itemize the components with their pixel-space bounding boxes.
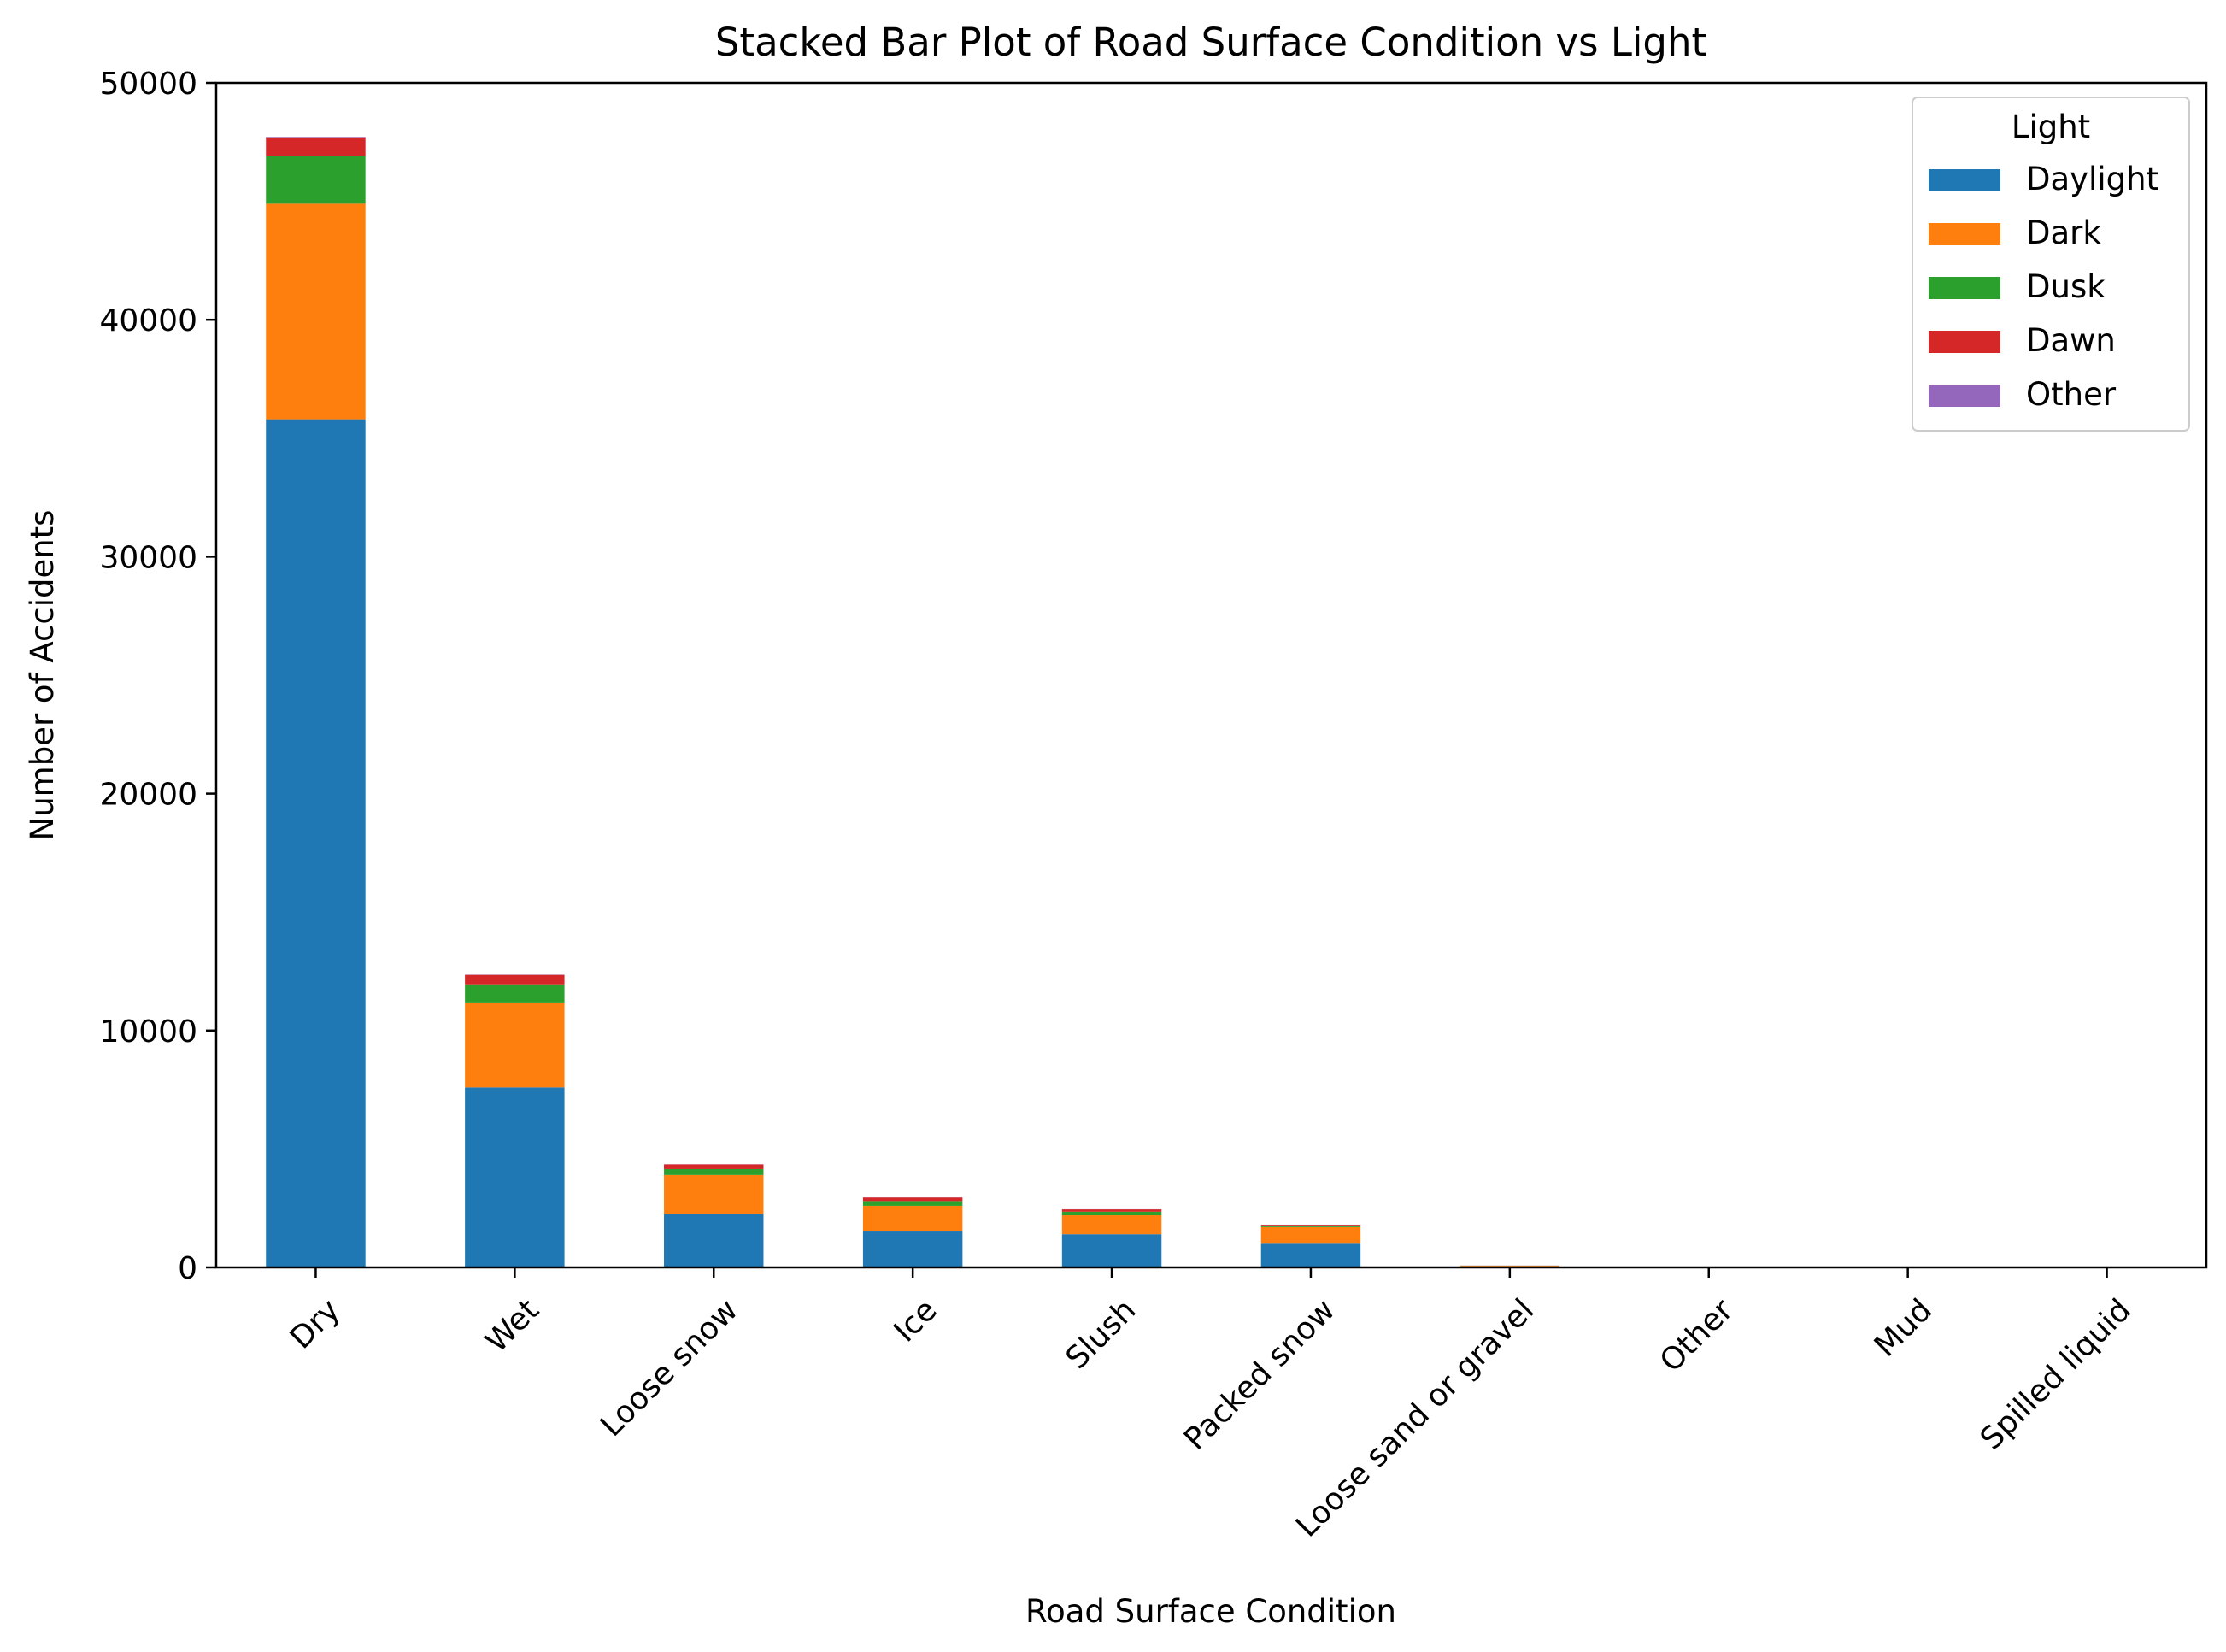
- bar-loose-snow-daylight: [664, 1214, 764, 1267]
- bar-wet-dusk: [465, 984, 565, 1003]
- plot-frame: [214, 81, 2208, 1269]
- bar-slush-dark: [1061, 1215, 1162, 1235]
- bar-packed-snow-daylight: [1260, 1243, 1361, 1267]
- y-tick-label: 50000: [99, 67, 197, 102]
- y-tick-label: 40000: [99, 303, 197, 338]
- legend: Light Daylight Dark Dusk Dawn Other: [1912, 97, 2190, 432]
- chart-title: Stacked Bar Plot of Road Surface Conditi…: [715, 20, 1706, 65]
- bar-loose-snow-dark: [664, 1174, 764, 1214]
- bar-dry-dawn: [266, 137, 366, 156]
- legend-label-daylight: Daylight: [2026, 161, 2158, 197]
- bar-ice-daylight: [862, 1231, 963, 1267]
- bar-wet-daylight: [465, 1087, 565, 1267]
- legend-label-dawn: Dawn: [2026, 322, 2116, 359]
- bar-slush-daylight: [1061, 1234, 1162, 1267]
- bar-dry-other: [266, 137, 366, 138]
- bar-packed-snow-dark: [1260, 1226, 1361, 1244]
- bar-wet-dark: [465, 1002, 565, 1088]
- legend-items: Daylight Dark Dusk Dawn Other: [1929, 161, 2158, 413]
- legend-swatch-dark: [1929, 223, 2000, 245]
- bar-packed-snow-dusk: [1260, 1226, 1361, 1227]
- bar-dry-dusk: [266, 156, 366, 204]
- bar-dry-dark: [266, 203, 366, 420]
- legend-swatch-dusk: [1929, 277, 2000, 299]
- y-tick-label: 20000: [99, 778, 197, 813]
- bar-loose-sand-or-gravel-dark: [1460, 1266, 1560, 1267]
- y-axis: 0 10000 20000 30000 40000 50000: [99, 67, 216, 1286]
- y-tick-label: 30000: [99, 540, 197, 575]
- x-axis-label: Road Surface Condition: [1025, 1593, 1396, 1630]
- bar-ice-dawn: [862, 1197, 963, 1202]
- legend-swatch-dawn: [1929, 331, 2000, 353]
- bar-wet-dawn: [465, 974, 565, 985]
- legend-label-dusk: Dusk: [2026, 268, 2106, 305]
- bar-loose-snow-dawn: [664, 1164, 764, 1169]
- bar-ice-dark: [862, 1205, 963, 1232]
- bars-group: [266, 137, 2157, 1267]
- y-axis-label: Number of Accidents: [24, 510, 61, 841]
- bar-packed-snow-dawn: [1260, 1225, 1361, 1226]
- bar-dry-daylight: [266, 419, 366, 1267]
- legend-label-dark: Dark: [2026, 215, 2101, 251]
- legend-swatch-daylight: [1929, 169, 2000, 191]
- y-tick-label: 10000: [99, 1014, 197, 1049]
- bar-loose-snow-dusk: [664, 1168, 764, 1175]
- bar-slush-dusk: [1061, 1211, 1162, 1216]
- legend-label-other: Other: [2026, 376, 2117, 413]
- bar-slush-dawn: [1061, 1209, 1162, 1212]
- bar-ice-dusk: [862, 1201, 963, 1206]
- legend-swatch-other: [1929, 385, 2000, 407]
- y-tick-label: 0: [178, 1251, 197, 1286]
- legend-title: Light: [2012, 109, 2090, 145]
